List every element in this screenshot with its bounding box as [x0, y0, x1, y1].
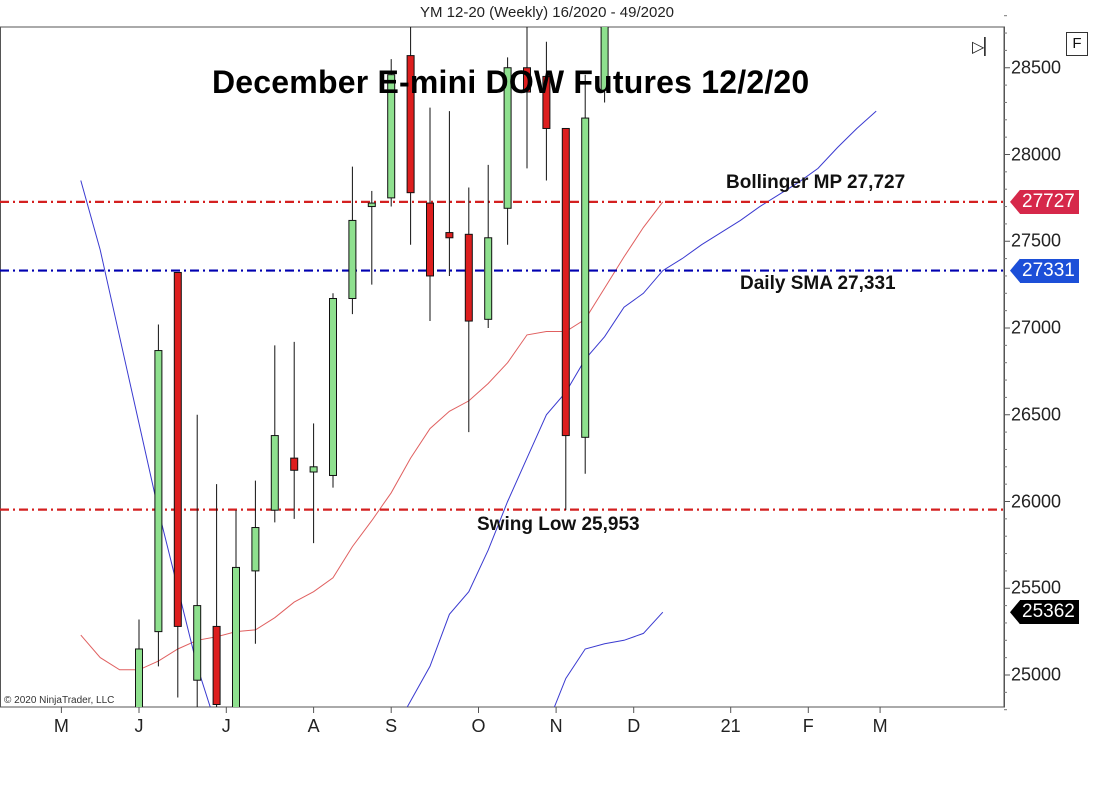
price-tag-pointer	[1010, 258, 1020, 283]
candle-up	[329, 298, 337, 476]
price-tag: 27727	[1020, 189, 1079, 214]
indicator-line-4	[553, 611, 664, 707]
y-tick-label: 26500	[1011, 404, 1062, 425]
candle-up	[251, 527, 260, 572]
x-tick-label: N	[549, 716, 563, 736]
price-tag-pointer	[1010, 189, 1020, 214]
x-tick-label: J	[134, 716, 144, 736]
chart-title: December E-mini DOW Futures 12/2/20	[212, 64, 810, 100]
candle-down	[523, 67, 531, 93]
y-tick-label: 28500	[1011, 57, 1062, 78]
candle-up	[270, 435, 279, 511]
candle-up	[367, 202, 376, 208]
x-tick-label: M	[53, 716, 69, 736]
plot-area	[0, 27, 1004, 707]
x-tick-label: D	[627, 716, 641, 736]
price-tag: 25362	[1020, 600, 1079, 625]
candle-up	[193, 605, 202, 681]
x-tick-label: J	[221, 716, 231, 736]
price-tag: 27331	[1020, 258, 1079, 283]
play-icon[interactable]: ▷▏	[972, 39, 997, 56]
x-tick-label: 21	[720, 716, 741, 736]
level-label: Swing Low 25,953	[477, 513, 640, 535]
x-tick-label: F	[802, 716, 814, 736]
plot-frame	[0, 26, 1005, 708]
copyright-text: © 2020 NinjaTrader, LLC	[4, 695, 115, 706]
candle-up	[309, 466, 318, 473]
y-tick-label: 27000	[1011, 317, 1062, 338]
indicator-line-3	[406, 110, 877, 707]
price-tag-pointer	[1010, 600, 1020, 625]
x-tick-label: A	[307, 716, 320, 736]
chart-header: YM 12-20 (Weekly) 16/2020 - 49/2020	[419, 4, 675, 21]
x-tick-label: O	[471, 716, 486, 736]
candle-down	[542, 75, 551, 129]
y-tick-label: 27500	[1011, 230, 1062, 251]
candle-up	[600, 27, 609, 91]
level-label: Daily SMA 27,331	[740, 272, 896, 294]
candle-down	[290, 457, 299, 471]
x-tick-label: M	[872, 716, 888, 736]
y-tick-label: 25000	[1011, 664, 1062, 685]
x-tick-label: S	[385, 716, 398, 736]
candle-up	[503, 67, 512, 209]
candle-down	[173, 271, 182, 627]
candle-up	[484, 237, 493, 320]
panel-button[interactable]: F	[1066, 32, 1088, 56]
candle-up	[387, 74, 396, 199]
y-tick-label: 26000	[1011, 491, 1062, 511]
candle-down	[406, 55, 415, 194]
candle-down	[561, 127, 570, 437]
candle-down	[212, 625, 221, 705]
y-tick-label: 28000	[1011, 144, 1062, 164]
candle-down	[445, 232, 454, 239]
candle-up	[154, 350, 163, 633]
candle-up	[581, 117, 590, 438]
candle-down	[426, 202, 434, 277]
candle-up	[135, 648, 143, 707]
candle-up	[232, 566, 240, 707]
candle-down	[464, 233, 473, 322]
candle-up	[348, 219, 357, 300]
level-label: Bollinger MP 27,727	[726, 171, 906, 193]
y-tick-label: 25500	[1011, 577, 1062, 598]
